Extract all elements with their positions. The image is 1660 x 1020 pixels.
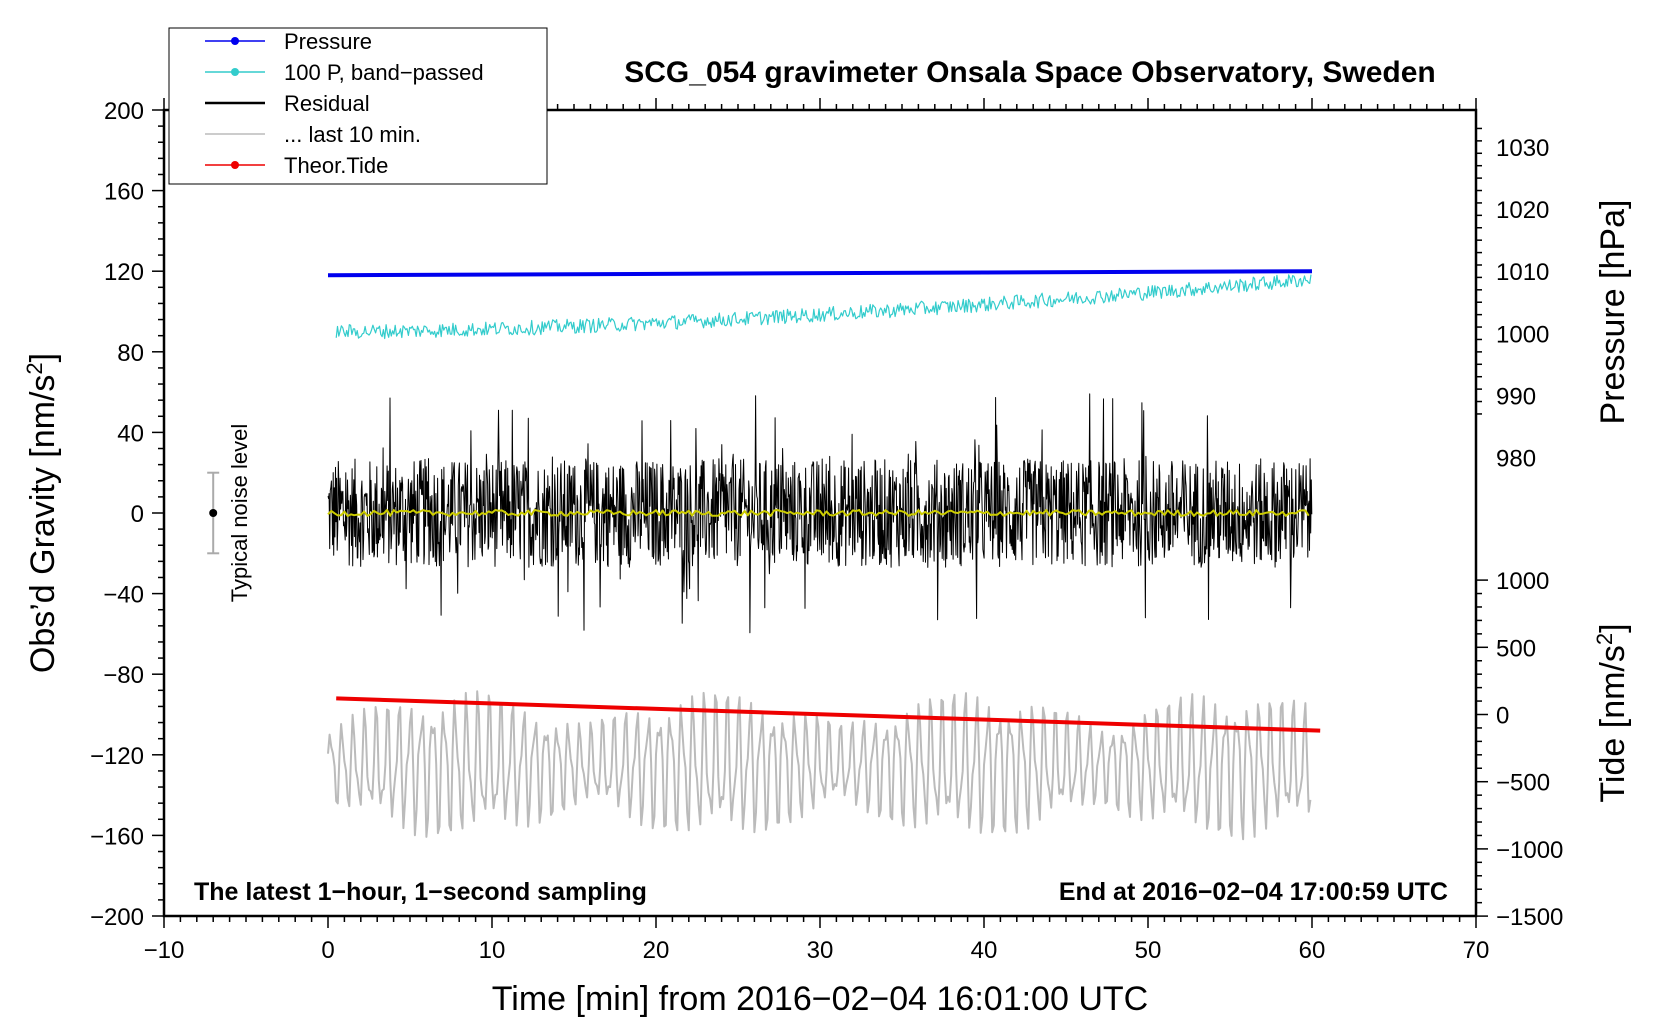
pressure-tick-label: 1010 [1496, 259, 1549, 286]
tide-tick-label: 1000 [1496, 568, 1549, 595]
x-tick-label: −10 [144, 937, 185, 964]
chart-title: SCG_054 gravimeter Onsala Space Observat… [624, 56, 1436, 89]
y-tick-label: 0 [131, 501, 144, 528]
x-axis-title: Time [min] from 2016−02−04 16:01:00 UTC [492, 980, 1148, 1018]
y-axis-title-tide: Tide [nm/s2] [1592, 623, 1633, 802]
y-tick-label: 160 [104, 179, 144, 206]
x-tick-label: 50 [1135, 937, 1162, 964]
y-tick-label: −200 [90, 904, 144, 931]
legend-label: Pressure [284, 29, 372, 54]
noise-bar-point [209, 509, 218, 517]
annotation-sampling: The latest 1−hour, 1−second sampling [194, 878, 647, 906]
pressure-tick-label: 1000 [1496, 321, 1549, 348]
y-tick-label: −80 [103, 662, 144, 689]
legend: Pressure 100 P, band−passed Residual ... la… [168, 27, 548, 185]
x-tick-label: 20 [643, 937, 670, 964]
tide-tick-label: −1500 [1496, 904, 1563, 931]
y-tick-label: −40 [103, 582, 144, 609]
series-residual [327, 393, 1313, 634]
pressure-tick-label: 1030 [1496, 135, 1549, 162]
series-residual-smoothed [327, 509, 1310, 517]
legend-box [168, 27, 548, 185]
labels-layer: −10 0 10 20 30 40 50 60 7020016012080400−40−80−1… [90, 98, 1563, 964]
tide-tick-label: −500 [1496, 770, 1550, 797]
x-tick-label: 0 [321, 937, 334, 964]
y-tick-label: 40 [117, 420, 144, 447]
pressure-tick-label: 1020 [1496, 197, 1549, 224]
tide-tick-label: 500 [1496, 635, 1536, 662]
legend-label: ... last 10 min. [284, 122, 421, 147]
y-tick-label: 120 [104, 259, 144, 286]
series-layer [207, 269, 1321, 841]
y-tick-label: −160 [90, 823, 144, 850]
pressure-tick-label: 990 [1496, 383, 1536, 410]
annotation-end-time: End at 2016−02−04 17:00:59 UTC [1059, 878, 1448, 906]
x-tick-label: 40 [971, 937, 998, 964]
tide-tick-label: 0 [1496, 703, 1509, 730]
legend-marker [231, 161, 239, 169]
legend-label: Residual [284, 91, 370, 116]
x-tick-label: 70 [1463, 937, 1490, 964]
pressure-tick-label: 980 [1496, 445, 1536, 472]
y-tick-label: 200 [104, 98, 144, 125]
series-pressure [327, 269, 1313, 278]
legend-marker [231, 37, 239, 45]
x-tick-label: 30 [807, 937, 834, 964]
x-tick-label: 60 [1299, 937, 1326, 964]
legend-label: 100 P, band−passed [284, 60, 484, 85]
legend-label: Theor.Tide [284, 153, 388, 178]
legend-marker [231, 68, 239, 76]
y-axis-title-gravity: Obs’d Gravity [nm/s2] [22, 353, 63, 673]
series-last-10-min [327, 690, 1312, 841]
tide-tick-label: −1000 [1496, 837, 1563, 864]
y-tick-label: −120 [90, 743, 144, 770]
x-tick-label: 10 [479, 937, 506, 964]
series-theor-tide [336, 696, 1321, 733]
series-band-passed [335, 274, 1312, 340]
y-tick-label: 80 [117, 340, 144, 367]
y-axis-title-pressure: Pressure [hPa] [1594, 200, 1632, 425]
noise-level-label: Typical noise level [227, 424, 252, 603]
